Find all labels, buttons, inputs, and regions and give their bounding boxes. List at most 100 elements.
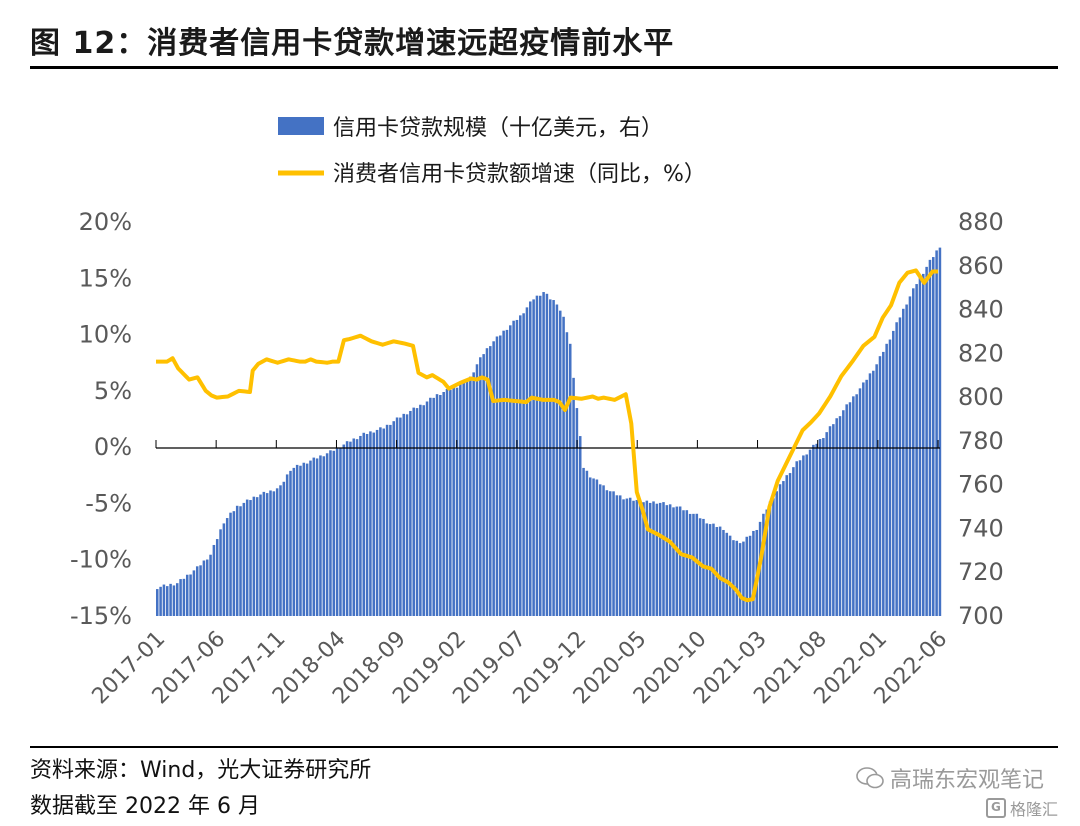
bar bbox=[392, 421, 395, 616]
bar bbox=[878, 356, 882, 616]
bar bbox=[255, 497, 259, 616]
logo-icon: G bbox=[985, 798, 1006, 818]
bar bbox=[692, 513, 695, 616]
bar bbox=[409, 410, 412, 616]
watermark-logo: G 格隆汇 bbox=[985, 796, 1058, 820]
bar bbox=[818, 439, 822, 616]
bar bbox=[512, 320, 515, 616]
bar bbox=[199, 565, 202, 616]
bar bbox=[685, 510, 689, 616]
bar bbox=[652, 501, 655, 616]
left-axis-tick-label: -15% bbox=[70, 602, 132, 630]
right-axis-tick-label: 760 bbox=[958, 471, 1004, 499]
bar bbox=[632, 500, 635, 616]
bar bbox=[369, 431, 372, 616]
bar bbox=[908, 296, 912, 616]
bar bbox=[915, 284, 918, 616]
bar bbox=[532, 299, 535, 616]
legend-label-bar: 信用卡贷款规模（十亿美元，右） bbox=[333, 116, 663, 141]
watermark-logo-text: 格隆汇 bbox=[1009, 800, 1058, 819]
bar bbox=[762, 513, 765, 616]
bar bbox=[359, 435, 362, 616]
bar bbox=[315, 458, 319, 616]
bar bbox=[668, 504, 672, 616]
bar bbox=[765, 509, 769, 616]
bar bbox=[722, 529, 725, 616]
bar bbox=[578, 436, 582, 616]
bar bbox=[182, 578, 186, 616]
bar bbox=[735, 540, 739, 616]
bar bbox=[442, 392, 445, 616]
bar bbox=[355, 439, 359, 616]
bar bbox=[882, 351, 885, 616]
bar bbox=[912, 288, 915, 616]
bar bbox=[402, 413, 405, 616]
bar bbox=[445, 389, 449, 616]
bar bbox=[892, 330, 895, 616]
bar bbox=[342, 444, 346, 616]
bar bbox=[788, 473, 792, 616]
bar bbox=[928, 259, 932, 616]
bar bbox=[715, 527, 719, 616]
bar bbox=[205, 559, 209, 616]
bar bbox=[329, 450, 332, 616]
bar bbox=[489, 346, 492, 616]
bar bbox=[435, 394, 439, 616]
bar bbox=[175, 583, 179, 616]
bar bbox=[865, 379, 868, 616]
bar bbox=[422, 405, 425, 616]
right-axis-labels: 880 860 840 820 800 780 760 740 720 700 bbox=[958, 208, 1004, 630]
bar bbox=[698, 518, 702, 616]
bar bbox=[938, 247, 942, 617]
left-axis-tick-label: 20% bbox=[79, 208, 132, 236]
legend-swatch-bar bbox=[278, 117, 324, 135]
bar bbox=[605, 490, 609, 616]
legend-label-line: 消费者信用卡贷款额增速（同比，%） bbox=[333, 162, 706, 187]
bar bbox=[862, 382, 865, 616]
bar bbox=[595, 479, 599, 616]
chart: 信用卡贷款规模（十亿美元，右） 消费者信用卡贷款额增速（同比，%） 20% 15%… bbox=[70, 116, 1004, 709]
bar bbox=[835, 418, 838, 616]
bar bbox=[775, 491, 778, 616]
bar bbox=[262, 491, 266, 616]
watermark: 高瑞东宏观笔记 bbox=[856, 762, 1044, 794]
bar bbox=[808, 449, 812, 616]
bar bbox=[922, 273, 925, 616]
bar bbox=[615, 495, 619, 616]
bar bbox=[525, 307, 529, 616]
right-axis-tick-label: 740 bbox=[958, 514, 1004, 542]
bar bbox=[295, 464, 299, 616]
bar bbox=[319, 455, 322, 616]
left-axis-tick-label: 5% bbox=[94, 377, 132, 405]
bar bbox=[898, 317, 902, 616]
bar bbox=[558, 310, 562, 616]
wechat-icon bbox=[856, 767, 884, 789]
bar bbox=[648, 502, 652, 616]
bar bbox=[529, 301, 532, 616]
bar bbox=[189, 574, 192, 616]
bar bbox=[212, 544, 216, 616]
bar bbox=[309, 460, 312, 616]
bar bbox=[439, 395, 442, 616]
bar bbox=[752, 530, 755, 616]
bar bbox=[462, 380, 465, 616]
bar bbox=[932, 257, 935, 616]
bar bbox=[469, 376, 472, 616]
bar bbox=[905, 304, 908, 616]
bar bbox=[215, 539, 219, 616]
bar bbox=[848, 402, 852, 616]
right-axis-tick-label: 880 bbox=[958, 208, 1004, 236]
bar bbox=[235, 505, 239, 616]
bar bbox=[419, 404, 422, 616]
bar bbox=[612, 491, 615, 616]
bar bbox=[285, 474, 289, 616]
bar bbox=[519, 315, 522, 616]
bar bbox=[585, 470, 589, 616]
bar bbox=[822, 438, 825, 616]
bar bbox=[482, 354, 485, 616]
bar bbox=[272, 491, 276, 616]
left-axis-tick-label: -10% bbox=[70, 546, 132, 574]
bar bbox=[592, 478, 595, 616]
bar bbox=[475, 364, 479, 616]
bar bbox=[935, 250, 938, 617]
